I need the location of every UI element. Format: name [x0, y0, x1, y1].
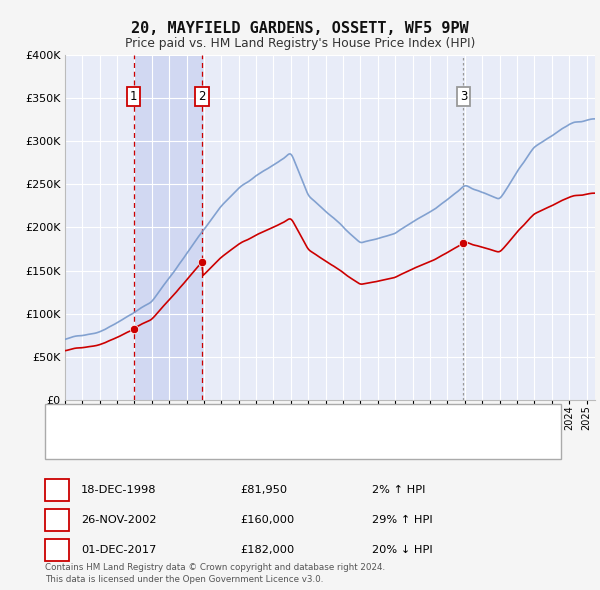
Text: 1: 1	[53, 483, 61, 497]
Text: 18-DEC-1998: 18-DEC-1998	[81, 485, 157, 495]
Text: 20, MAYFIELD GARDENS, OSSETT, WF5 9PW (detached house): 20, MAYFIELD GARDENS, OSSETT, WF5 9PW (d…	[96, 414, 419, 424]
Text: 3: 3	[53, 543, 61, 556]
Text: 20% ↓ HPI: 20% ↓ HPI	[372, 545, 433, 555]
Text: Contains HM Land Registry data © Crown copyright and database right 2024.
This d: Contains HM Land Registry data © Crown c…	[45, 563, 385, 584]
Text: Price paid vs. HM Land Registry's House Price Index (HPI): Price paid vs. HM Land Registry's House …	[125, 37, 475, 50]
Text: £182,000: £182,000	[240, 545, 294, 555]
Text: £160,000: £160,000	[240, 515, 294, 525]
Text: 3: 3	[460, 90, 467, 103]
Text: HPI: Average price, detached house, Wakefield: HPI: Average price, detached house, Wake…	[96, 439, 340, 449]
Text: 2: 2	[53, 513, 61, 526]
Text: 29% ↑ HPI: 29% ↑ HPI	[372, 515, 433, 525]
Text: 2% ↑ HPI: 2% ↑ HPI	[372, 485, 425, 495]
Text: 26-NOV-2002: 26-NOV-2002	[81, 515, 157, 525]
Text: 01-DEC-2017: 01-DEC-2017	[81, 545, 157, 555]
Text: 1: 1	[130, 90, 137, 103]
Text: 2: 2	[199, 90, 206, 103]
Text: £81,950: £81,950	[240, 485, 287, 495]
Bar	[134, 55, 202, 400]
Text: 20, MAYFIELD GARDENS, OSSETT, WF5 9PW: 20, MAYFIELD GARDENS, OSSETT, WF5 9PW	[131, 21, 469, 35]
